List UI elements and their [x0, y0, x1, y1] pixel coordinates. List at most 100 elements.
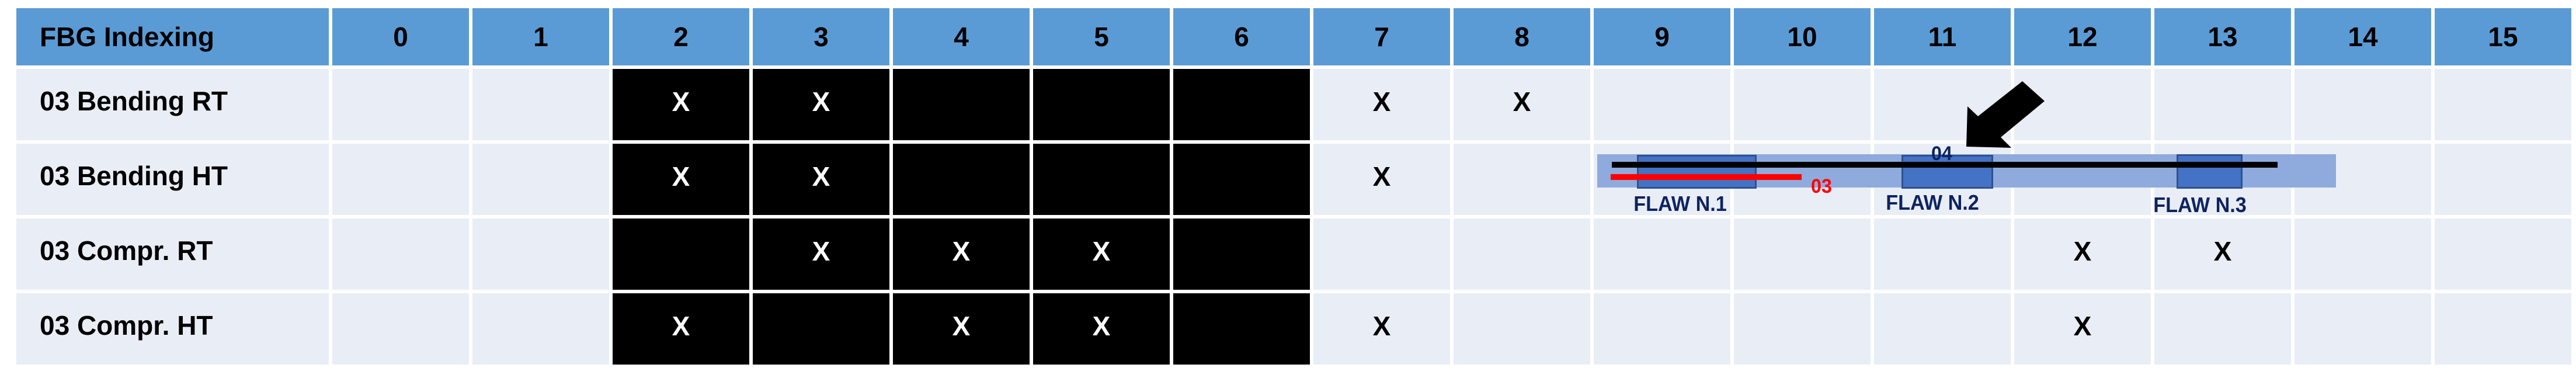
x-mark: X	[2213, 236, 2232, 266]
table-cell: X	[1033, 218, 1170, 290]
column-header-15: 15	[2435, 8, 2571, 65]
x-mark: X	[952, 236, 971, 266]
table-cell	[1173, 293, 1310, 365]
table-cell	[1173, 69, 1310, 140]
table-cell	[1734, 218, 1871, 290]
x-mark: X	[1513, 86, 1531, 117]
table-cell	[1874, 69, 2011, 140]
table-cell	[893, 69, 1030, 140]
table-cell	[1173, 144, 1310, 215]
column-header-7: 7	[1313, 8, 1450, 65]
table-cell	[332, 293, 469, 365]
table-cell: X	[1313, 69, 1450, 140]
table-cell	[2014, 144, 2151, 215]
table-cell	[1734, 293, 1871, 365]
table-cell	[1454, 293, 1590, 365]
column-header-3: 3	[753, 8, 889, 65]
table-cell	[2295, 144, 2431, 215]
table-cell	[472, 218, 609, 290]
x-mark: X	[812, 161, 830, 192]
column-header-5: 5	[1033, 8, 1170, 65]
table-cell	[2435, 293, 2571, 365]
table-cell	[332, 144, 469, 215]
table-cell	[2014, 69, 2151, 140]
table-cell: X	[1313, 144, 1450, 215]
table-cell	[1874, 144, 2011, 215]
table-cell	[472, 144, 609, 215]
table-cell: X	[613, 69, 749, 140]
table-cell: X	[893, 293, 1030, 365]
table-cell: X	[2014, 218, 2151, 290]
column-header-13: 13	[2154, 8, 2291, 65]
column-header-4: 4	[893, 8, 1030, 65]
table-cell	[472, 293, 609, 365]
column-header-1: 1	[472, 8, 609, 65]
column-header-12: 12	[2014, 8, 2151, 65]
table-cell	[1594, 218, 1730, 290]
column-header-6: 6	[1173, 8, 1310, 65]
x-mark: X	[672, 86, 690, 117]
table-cell	[1594, 293, 1730, 365]
table-cell	[1594, 69, 1730, 140]
x-mark: X	[812, 86, 830, 117]
table-cell: X	[753, 144, 889, 215]
table-cell: X	[613, 293, 749, 365]
fbg-indexing-table: FBG Indexing 0 1 2 3 4 5 6 7 8 9 10 11 12 13 14 15 03 Ben…	[16, 8, 2571, 365]
table-cell: X	[893, 218, 1030, 290]
table-cell	[1734, 69, 1871, 140]
table-cell	[1454, 144, 1590, 215]
table-cell	[2154, 293, 2291, 365]
table-cell	[1734, 144, 1871, 215]
x-mark: X	[2073, 236, 2092, 266]
table-cell	[1594, 144, 1730, 215]
column-header-0: 0	[332, 8, 469, 65]
table-cell	[2295, 69, 2431, 140]
x-mark: X	[812, 236, 830, 266]
x-mark: X	[672, 161, 690, 192]
column-header-9: 9	[1594, 8, 1730, 65]
x-mark: X	[672, 311, 690, 341]
table-cell	[1173, 218, 1310, 290]
x-mark: X	[1372, 161, 1391, 192]
table-cell	[2435, 218, 2571, 290]
table-cell	[613, 218, 749, 290]
table-cell	[1874, 218, 2011, 290]
table-cell	[2295, 218, 2431, 290]
table-cell	[1313, 218, 1450, 290]
column-header-8: 8	[1454, 8, 1590, 65]
table-cell: X	[1033, 293, 1170, 365]
table-cell: X	[1454, 69, 1590, 140]
column-header-10: 10	[1734, 8, 1871, 65]
table-cell	[1454, 218, 1590, 290]
table-cell	[1874, 293, 2011, 365]
column-header-2: 2	[613, 8, 749, 65]
x-mark: X	[1092, 236, 1111, 266]
x-mark: X	[1372, 311, 1391, 341]
table-cell: X	[753, 218, 889, 290]
row-label: 03 Bending RT	[16, 69, 329, 140]
table-cell	[2295, 293, 2431, 365]
table-cell	[2154, 144, 2291, 215]
table-cell	[2435, 69, 2571, 140]
x-mark: X	[2073, 311, 2092, 341]
x-mark: X	[1092, 311, 1111, 341]
table-cell	[472, 69, 609, 140]
table-cell: X	[613, 144, 749, 215]
table-cell	[753, 293, 889, 365]
x-mark: X	[952, 311, 971, 341]
table-cell: X	[2154, 218, 2291, 290]
table-cell	[332, 218, 469, 290]
table-cell	[2154, 69, 2291, 140]
table-cell: X	[1313, 293, 1450, 365]
table-cell	[332, 69, 469, 140]
x-mark: X	[1372, 86, 1391, 117]
table-cell	[1033, 69, 1170, 140]
table-cell: X	[753, 69, 889, 140]
column-header-14: 14	[2295, 8, 2431, 65]
table-cell	[893, 144, 1030, 215]
row-label: 03 Compr. RT	[16, 218, 329, 290]
table-cell	[2435, 144, 2571, 215]
row-label: 03 Compr. HT	[16, 293, 329, 365]
row-label: 03 Bending HT	[16, 144, 329, 215]
table-cell: X	[2014, 293, 2151, 365]
